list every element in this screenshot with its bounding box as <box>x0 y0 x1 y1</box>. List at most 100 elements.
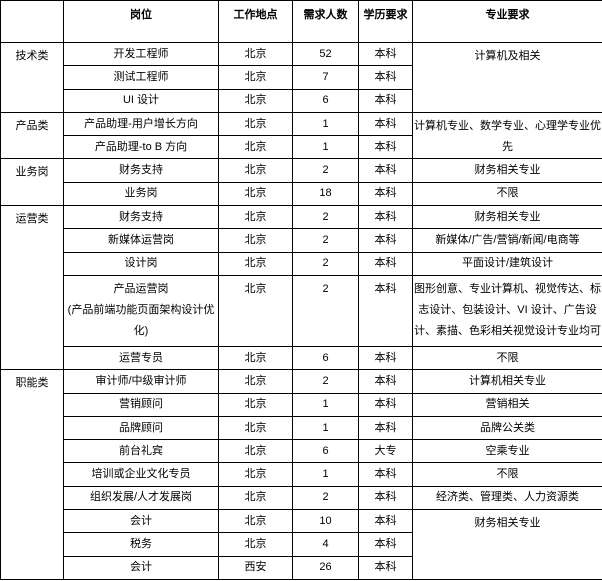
headcount-cell: 7 <box>292 65 359 90</box>
education-cell: 本科 <box>358 485 413 511</box>
position-note: (产品前端功能页面架构设计优化) <box>67 303 215 337</box>
headcount-cell: 1 <box>292 462 359 487</box>
location-cell: 北京 <box>218 462 293 487</box>
major-cell: 不限 <box>412 462 602 487</box>
table-row: 设计岗 北京 2 本科 平面设计/建筑设计 <box>1 251 602 276</box>
location-cell: 北京 <box>218 532 293 557</box>
headcount-cell: 2 <box>292 251 359 276</box>
location-cell: 北京 <box>218 439 293 464</box>
location-cell: 北京 <box>218 228 293 253</box>
category-cell: 业务岗 <box>0 158 64 207</box>
position-cell: 前台礼宾 <box>63 439 219 464</box>
headcount-cell: 2 <box>292 205 359 230</box>
position-cell: 组织发展/人才发展岗 <box>63 485 219 511</box>
position-cell: 品牌顾问 <box>63 415 219 441</box>
headcount-cell: 10 <box>292 509 359 534</box>
header-category <box>0 0 64 43</box>
education-cell: 本科 <box>358 415 413 441</box>
category-cell: 技术类 <box>0 42 64 113</box>
headcount-cell: 6 <box>292 345 359 371</box>
location-cell: 北京 <box>218 181 293 207</box>
header-location: 工作地点 <box>218 0 293 43</box>
table-row: 业务岗 北京 18 本科 不限 <box>1 181 602 207</box>
table-row: 产品助理-to B 方向 北京 1 本科 <box>1 135 602 160</box>
headcount-cell: 1 <box>292 392 359 417</box>
headcount-cell: 1 <box>292 415 359 441</box>
education-cell: 本科 <box>358 181 413 207</box>
major-cell: 图形创意、专业计算机、视觉传达、标志设计、包装设计、VI 设计、广告设计、素描、… <box>412 274 602 347</box>
position-cell: 产品运营岗 (产品前端功能页面架构设计优化) <box>63 274 219 347</box>
location-cell: 北京 <box>218 135 293 160</box>
header-major: 专业要求 <box>412 0 602 43</box>
education-cell: 本科 <box>358 369 413 394</box>
location-cell: 北京 <box>218 251 293 276</box>
position-cell: 新媒体运营岗 <box>63 228 219 253</box>
category-cell: 产品类 <box>0 111 64 160</box>
category-cell: 运营类 <box>0 205 64 371</box>
position-cell: 产品助理-to B 方向 <box>63 135 219 160</box>
position-cell: 财务支持 <box>63 205 219 230</box>
location-cell: 北京 <box>218 41 293 67</box>
education-cell: 本科 <box>358 462 413 487</box>
major-cell: 财务相关专业 <box>412 509 602 580</box>
headcount-cell: 6 <box>292 439 359 464</box>
headcount-cell: 2 <box>292 158 359 183</box>
education-cell: 本科 <box>358 111 413 137</box>
position-cell: 开发工程师 <box>63 41 219 67</box>
location-cell: 北京 <box>218 509 293 534</box>
education-cell: 本科 <box>358 274 413 347</box>
header-position: 岗位 <box>63 0 219 43</box>
table-row: 运营专员 北京 6 本科 不限 <box>1 345 602 371</box>
headcount-cell: 1 <box>292 111 359 137</box>
education-cell: 本科 <box>358 555 413 580</box>
position-cell: 会计 <box>63 555 219 580</box>
table-header-row: 岗位 工作地点 需求人数 学历要求 专业要求 <box>0 0 602 43</box>
education-cell: 本科 <box>358 251 413 276</box>
position-label: 产品运营岗 <box>113 282 169 295</box>
location-cell: 北京 <box>218 65 293 90</box>
education-cell: 本科 <box>358 532 413 557</box>
location-cell: 北京 <box>218 345 293 371</box>
major-cell: 计算机相关专业 <box>412 369 602 394</box>
table-row: 品牌顾问 北京 1 本科 品牌公关类 <box>1 415 602 441</box>
education-cell: 本科 <box>358 345 413 371</box>
position-cell: 业务岗 <box>63 181 219 207</box>
headcount-cell: 6 <box>292 88 359 113</box>
headcount-cell: 2 <box>292 274 359 347</box>
location-cell: 北京 <box>218 88 293 113</box>
table-row: 技术类 开发工程师 北京 52 本科 计算机及相关 <box>0 41 602 113</box>
table-row: 会计 西安 26 本科 <box>1 555 602 580</box>
location-cell: 北京 <box>218 392 293 417</box>
education-cell: 本科 <box>358 135 413 160</box>
headcount-cell: 2 <box>292 485 359 511</box>
position-cell: 营销顾问 <box>63 392 219 417</box>
position-cell: 培训或企业文化专员 <box>63 462 219 487</box>
headcount-cell: 52 <box>292 41 359 67</box>
major-cell: 营销相关 <box>412 392 602 417</box>
position-cell: 产品助理-用户增长方向 <box>63 111 219 137</box>
headcount-cell: 2 <box>292 228 359 253</box>
major-cell: 财务相关专业 <box>412 205 602 230</box>
table-row: 业务岗 财务支持 北京 2 本科 财务相关专业 <box>0 158 602 207</box>
education-cell: 本科 <box>358 65 413 90</box>
major-cell: 计算机及相关 <box>412 42 602 113</box>
major-cell: 财务相关专业 <box>412 158 602 183</box>
table-row: UI 设计 北京 6 本科 <box>1 88 602 113</box>
position-cell: 运营专员 <box>63 345 219 371</box>
table-row: 培训或企业文化专员 北京 1 本科 不限 <box>1 462 602 487</box>
major-cell: 计算机专业、数学专业、心理学专业优先 <box>412 111 602 160</box>
location-cell: 北京 <box>218 274 293 347</box>
headcount-cell: 2 <box>292 369 359 394</box>
location-cell: 北京 <box>218 111 293 137</box>
education-cell: 本科 <box>358 509 413 534</box>
table-row: 税务 北京 4 本科 <box>1 532 602 557</box>
headcount-cell: 1 <box>292 135 359 160</box>
position-cell: 税务 <box>63 532 219 557</box>
headcount-cell: 26 <box>292 555 359 580</box>
position-cell: 设计岗 <box>63 251 219 276</box>
category-cell: 职能类 <box>0 369 64 580</box>
education-cell: 本科 <box>358 41 413 67</box>
major-cell: 不限 <box>412 181 602 207</box>
